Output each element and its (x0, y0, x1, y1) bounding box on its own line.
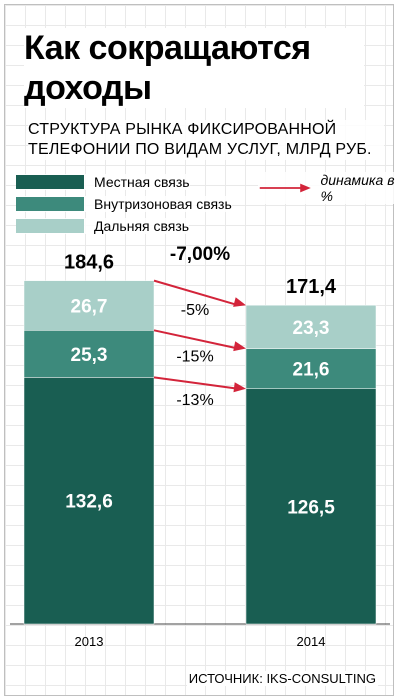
subtitle-line-1: СТРУКТУРА РЫНКА ФИКСИРОВАННОЙ (28, 121, 337, 138)
total-change-label: -7,00% (170, 244, 230, 265)
source-note: ИСТОЧНИК: IKS-CONSULTING (186, 671, 378, 686)
change-label-longdistance: -5% (181, 302, 209, 319)
legend-item-local: Местная связь (16, 174, 190, 190)
value-label-intrazone-2013: 25,3 (71, 345, 108, 366)
arrow-line-local (153, 376, 239, 390)
change-label-intrazone: -15% (176, 348, 213, 365)
bar-intrazone-2013 (23, 330, 155, 378)
legend-swatch-intrazone (16, 197, 84, 211)
bar-local-2014 (245, 388, 377, 625)
category-label-2013: 2013 (75, 634, 104, 649)
arrow-line-intrazone (153, 329, 239, 350)
arrow-line-longdistance (153, 279, 239, 307)
legend-arrow-icon (259, 183, 311, 193)
value-label-local-2013: 132,6 (65, 492, 113, 513)
legend-item-dynamics: динамика в % (258, 172, 400, 204)
legend-swatch-local (16, 175, 84, 189)
value-label-longdistance-2014: 23,3 (293, 318, 330, 339)
arrow-head-local-icon (233, 382, 246, 393)
value-label-local-2014: 126,5 (287, 497, 335, 518)
title-line-2: доходы (24, 69, 152, 107)
title-line-1: Как сокращаются (24, 29, 311, 67)
arrow-head-longdistance-icon (233, 297, 246, 307)
legend-swatch-longdistance (16, 219, 84, 233)
legend-label-dynamics: динамика в % (320, 172, 395, 204)
subtitle-line-2: ТЕЛЕФОНИИ ПО ВИДАМ УСЛУГ, МЛРД РУБ. (28, 141, 372, 158)
legend-label-longdistance: Дальняя связь (94, 218, 190, 234)
arrow-head-intrazone-icon (233, 341, 246, 352)
legend-label-intrazone: Внутризоновая связь (94, 196, 232, 212)
chart-subtitle: СТРУКТУРА РЫНКА ФИКСИРОВАННОЙ ТЕЛЕФОНИИ … (28, 120, 384, 160)
category-label-2014: 2014 (297, 634, 326, 649)
value-label-longdistance-2013: 26,7 (71, 296, 108, 317)
change-label-local: -13% (176, 392, 213, 409)
bar-local-2013 (23, 377, 155, 625)
bar-longdistance-2014 (245, 304, 377, 349)
chart-title: Как сокращаются доходы (24, 28, 364, 108)
total-label-2014: 171,4 (286, 276, 337, 298)
legend-label-local: Местная связь (94, 174, 190, 190)
legend-item-longdistance: Дальняя связь (16, 218, 190, 234)
total-label-2013: 184,6 (64, 252, 114, 274)
bar-longdistance-2013 (23, 280, 155, 331)
legend-item-intrazone: Внутризоновая связь (16, 196, 232, 212)
value-label-intrazone-2014: 21,6 (293, 360, 330, 381)
